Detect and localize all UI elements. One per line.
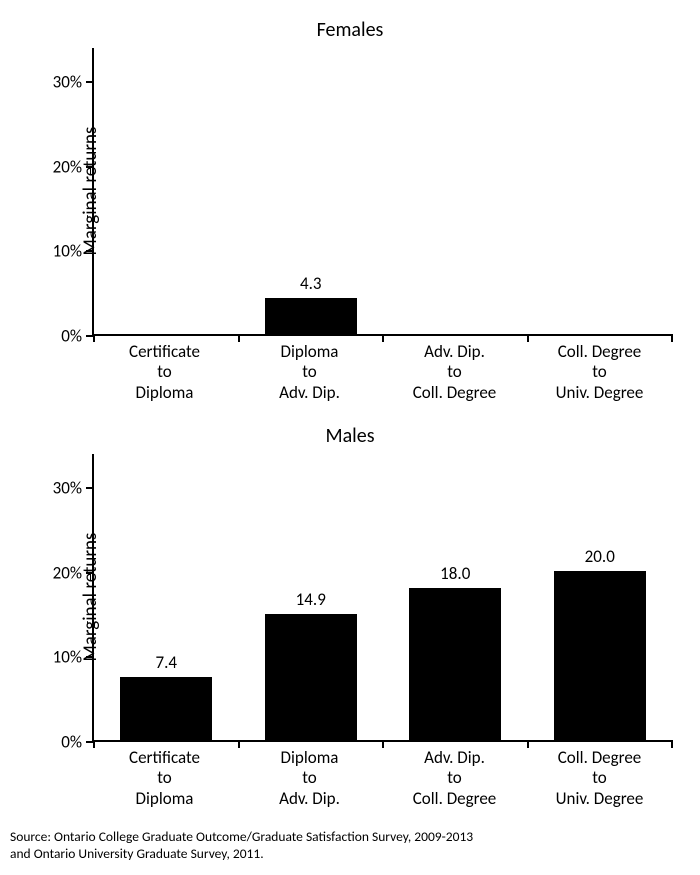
panel-title: Males (0, 406, 700, 454)
bar: 14.9 (265, 614, 357, 740)
bar-value-label: 4.3 (300, 273, 322, 294)
panel-females: FemalesMarginal returns0%10%20%30%4.3Cer… (0, 0, 700, 406)
x-labels: CertificatetoDiploma DiplomatoAdv. Dip. Ad… (92, 336, 672, 406)
source-note: Source: Ontario College Graduate Outcome… (10, 829, 473, 863)
bar-value-label: 14.9 (296, 589, 326, 610)
y-tick (86, 656, 94, 658)
y-tick-label: 0% (61, 732, 82, 753)
source-line-1: Source: Ontario College Graduate Outcome… (10, 828, 473, 845)
x-category-label: CertificatetoDiploma (129, 342, 200, 403)
x-category-label: DiplomatoAdv. Dip. (279, 342, 340, 403)
x-category-label: DiplomatoAdv. Dip. (279, 748, 340, 809)
y-tick-label: 10% (53, 241, 82, 262)
y-tick (86, 487, 94, 489)
y-tick-label: 30% (53, 71, 82, 92)
y-axis-label: Marginal returns (79, 127, 102, 256)
bar: 20.0 (554, 571, 646, 740)
y-axis-label: Marginal returns (79, 533, 102, 662)
y-tick-label: 20% (53, 156, 82, 177)
bar-value-label: 7.4 (155, 652, 177, 673)
x-category-label: CertificatetoDiploma (129, 748, 200, 809)
y-tick (86, 166, 94, 168)
x-category-label: Coll. DegreetoUniv. Degree (556, 342, 644, 403)
plot-area: Marginal returns0%10%20%30%7.414.918.020… (92, 454, 672, 742)
panel-males: Males Marginal returns 0% 10% 20% 30% 7.4 14.9 1… (0, 406, 700, 812)
x-category-label: Coll. DegreetoUniv. Degree (556, 748, 644, 809)
x-category-label: Adv. Dip.toColl. Degree (413, 748, 497, 809)
bar: 7.4 (120, 677, 212, 740)
y-tick-label: 20% (53, 562, 82, 583)
y-tick (86, 572, 94, 574)
chart-root: FemalesMarginal returns0%10%20%30%4.3Cer… (0, 0, 700, 812)
source-line-2: and Ontario University Graduate Survey, … (10, 845, 264, 862)
y-tick (86, 250, 94, 252)
panel-title: Females (0, 0, 700, 48)
bar: 18.0 (409, 588, 501, 740)
y-tick (86, 81, 94, 83)
y-tick-label: 10% (53, 647, 82, 668)
bar-value-label: 20.0 (585, 546, 615, 567)
plot-area: Marginal returns0%10%20%30%4.3 (92, 48, 672, 336)
bar-value-label: 18.0 (440, 563, 470, 584)
x-category-label: Adv. Dip.toColl. Degree (413, 342, 497, 403)
y-tick-label: 30% (53, 477, 82, 498)
bar: 4.3 (265, 298, 357, 334)
y-tick-label: 0% (61, 326, 82, 347)
x-labels: CertificatetoDiploma DiplomatoAdv. Dip. Ad… (92, 742, 672, 812)
